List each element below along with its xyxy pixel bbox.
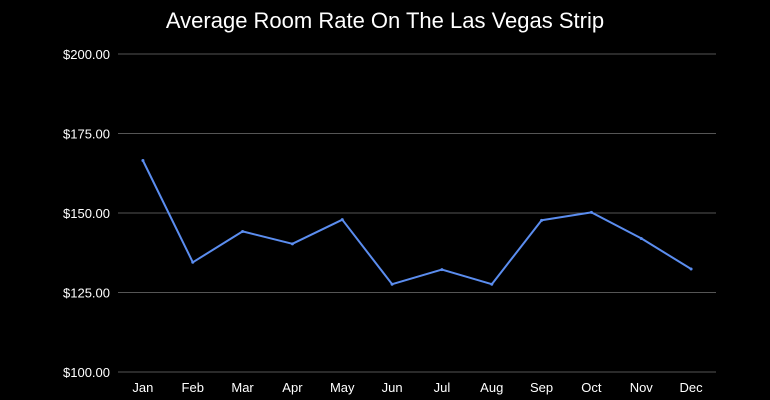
x-tick-label: Feb: [182, 380, 204, 395]
x-tick-label: Nov: [630, 380, 654, 395]
y-tick-label: $125.00: [63, 286, 110, 301]
data-point: [639, 236, 643, 240]
data-point: [589, 210, 593, 214]
x-tick-label: Apr: [282, 380, 303, 395]
gridlines: [118, 53, 716, 373]
x-tick-label: Jul: [434, 380, 451, 395]
data-point: [689, 267, 693, 271]
x-tick-label: May: [330, 380, 355, 395]
x-axis-ticks: Jan Feb Mar Apr May Jun Jul Aug Sep Oct Nov Dec: [132, 380, 703, 395]
series-layer: [141, 159, 693, 286]
data-point: [390, 282, 394, 286]
x-tick-label: Mar: [231, 380, 254, 395]
series-line: [142, 160, 692, 286]
y-axis-ticks: $100.00 $125.00 $150.00 $175.00 $200.00: [63, 47, 110, 380]
data-point: [241, 229, 245, 233]
y-tick-label: $175.00: [63, 127, 110, 142]
chart-title: Average Room Rate On The Las Vegas Strip: [166, 8, 604, 33]
data-point: [340, 218, 344, 222]
data-point: [191, 260, 195, 264]
x-tick-label: Dec: [680, 380, 704, 395]
data-point: [141, 159, 145, 163]
y-tick-label: $150.00: [63, 206, 110, 221]
x-tick-label: Aug: [480, 380, 503, 395]
x-tick-label: Jun: [382, 380, 403, 395]
data-point: [440, 268, 444, 272]
data-point: [290, 242, 294, 246]
data-point: [490, 282, 494, 286]
y-tick-label: $200.00: [63, 47, 110, 62]
y-tick-label: $100.00: [63, 365, 110, 380]
x-tick-label: Jan: [132, 380, 153, 395]
x-tick-label: Oct: [581, 380, 602, 395]
data-point: [540, 218, 544, 222]
x-tick-label: Sep: [530, 380, 553, 395]
